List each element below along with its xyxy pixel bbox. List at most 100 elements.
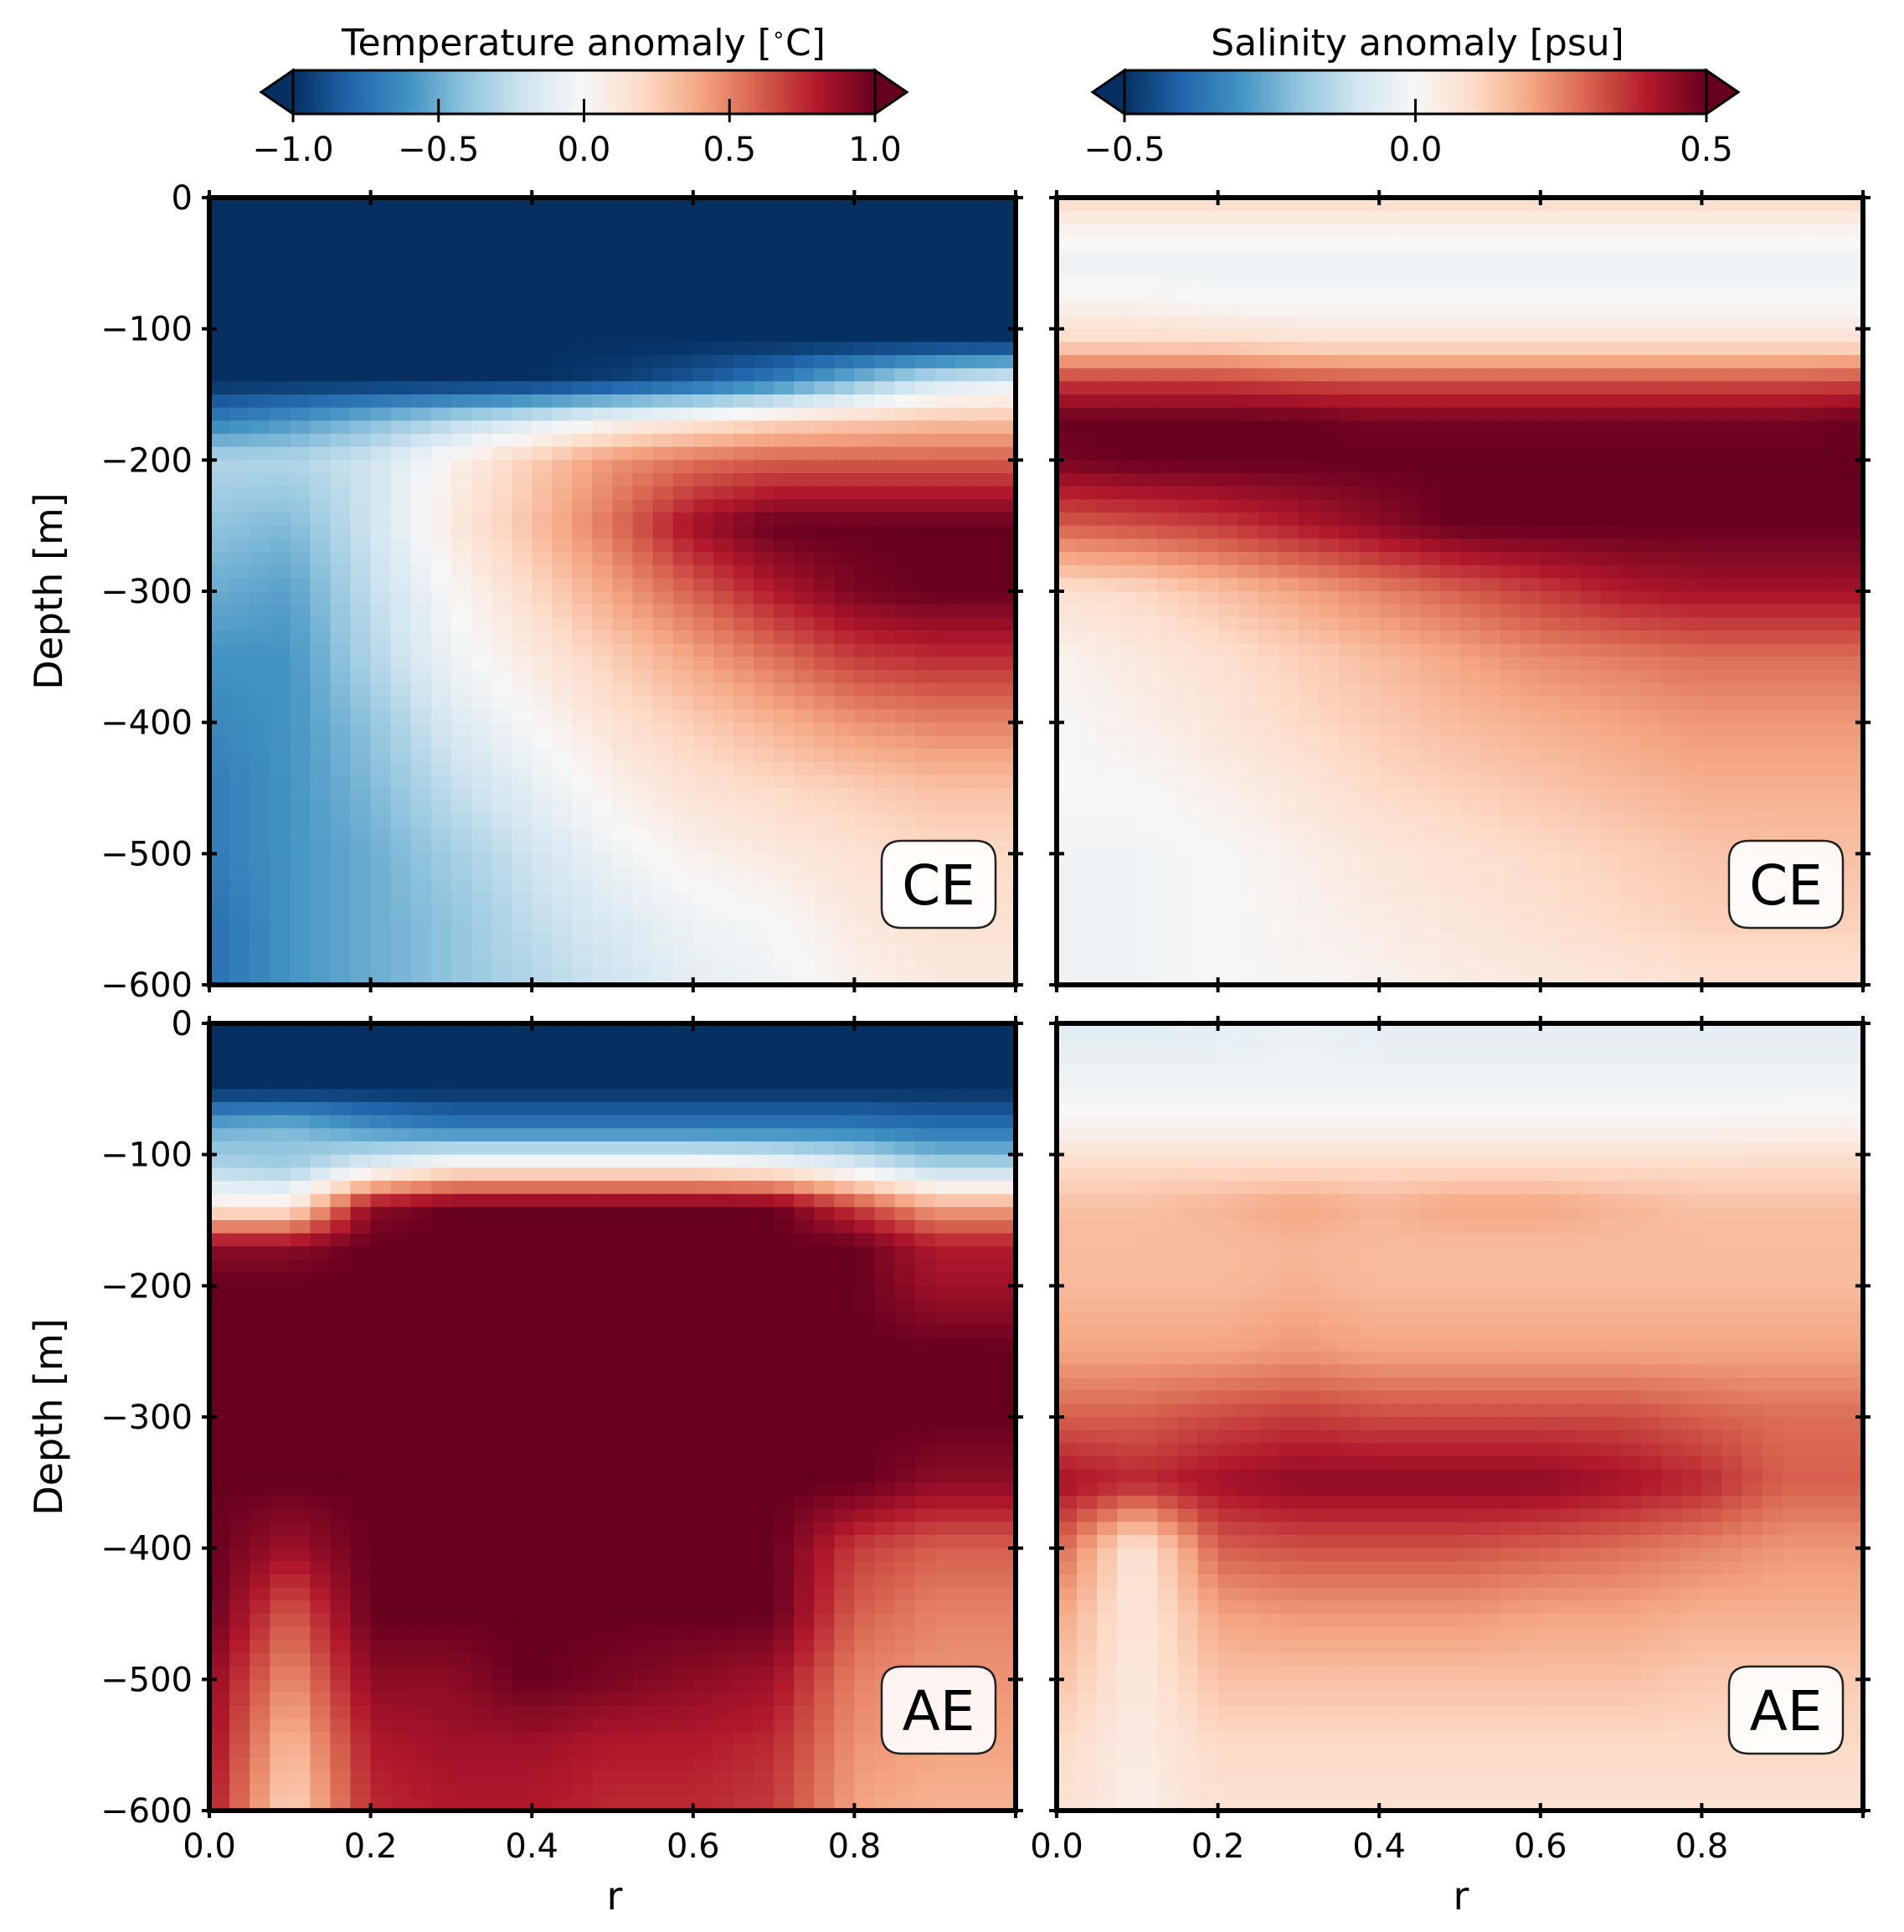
heatmap-cell (1601, 867, 1622, 881)
heatmap-cell (310, 958, 332, 973)
heatmap-cell (1500, 578, 1521, 592)
heatmap-cell (1057, 407, 1078, 422)
heatmap-cell (1318, 631, 1340, 645)
heatmap-cell (1762, 407, 1783, 422)
heatmap-cell (1339, 722, 1360, 737)
heatmap-cell (692, 368, 714, 383)
heatmap-cell (1419, 749, 1441, 763)
heatmap-cell (1359, 696, 1381, 710)
heatmap-cell (733, 827, 754, 842)
heatmap-cell (450, 1023, 472, 1038)
heatmap-cell (1258, 827, 1279, 842)
heatmap-cell (1842, 722, 1864, 737)
heatmap-cell (1560, 945, 1582, 960)
heatmap-cell (350, 617, 372, 631)
heatmap-cell (934, 749, 956, 763)
heatmap-cell (794, 276, 816, 291)
heatmap-cell (1278, 617, 1299, 631)
heatmap-cell (672, 446, 694, 461)
heatmap-cell (592, 617, 614, 631)
heatmap-cell (1339, 853, 1360, 868)
heatmap-cell (1540, 945, 1562, 960)
heatmap-cell (552, 958, 574, 973)
heatmap-cell (612, 683, 634, 698)
heatmap-cell (1238, 761, 1259, 776)
heatmap-cell (1580, 683, 1602, 698)
heatmap-cell (1359, 381, 1381, 395)
heatmap-cell (814, 420, 836, 435)
heatmap-cell (1641, 643, 1663, 658)
heatmap-cell (330, 538, 352, 553)
heatmap-cell (1157, 761, 1179, 776)
heatmap-cell (672, 631, 694, 645)
heatmap-cell (1137, 407, 1159, 422)
heatmap-cell (1580, 814, 1602, 828)
heatmap-cell (290, 564, 311, 580)
heatmap-cell (1661, 761, 1683, 776)
heatmap-cell (652, 198, 674, 212)
heatmap-cell (874, 420, 896, 435)
heatmap-cell (1097, 250, 1119, 265)
heatmap-cell (1782, 394, 1804, 409)
heatmap-cell (1641, 525, 1663, 540)
heatmap-cell (1097, 591, 1119, 605)
heatmap-cell (1117, 591, 1139, 605)
heatmap-cell (834, 775, 856, 789)
heatmap-cell (1298, 302, 1320, 317)
heatmap-cell (512, 446, 533, 461)
heatmap-cell (652, 749, 674, 763)
heatmap-cell (854, 513, 876, 527)
heatmap-cell (814, 761, 836, 776)
heatmap-cell (430, 879, 452, 894)
heatmap-cell (1540, 709, 1562, 724)
heatmap-cell (774, 446, 795, 461)
heatmap-cell (1661, 591, 1683, 605)
heatmap-cell (1822, 460, 1844, 474)
heatmap-cell (1339, 434, 1360, 448)
heatmap-cell (1459, 316, 1481, 330)
heatmap-cell (733, 237, 754, 251)
heatmap-cell (229, 224, 250, 238)
heatmap-cell (632, 604, 654, 619)
heatmap-cell (1580, 775, 1602, 789)
heatmap-cell (1842, 564, 1864, 580)
heatmap-cell (1701, 958, 1723, 973)
heatmap-cell (914, 827, 936, 842)
heatmap-cell (1077, 657, 1098, 671)
heatmap-cell (471, 578, 492, 592)
heatmap-cell (1097, 342, 1119, 356)
heatmap-cell (692, 631, 714, 645)
heatmap-cell (1742, 932, 1763, 946)
heatmap-cell (1278, 499, 1299, 513)
heatmap-cell (1359, 631, 1381, 645)
heatmap-cell (209, 945, 230, 960)
heatmap-cell (754, 355, 774, 369)
heatmap-cell (270, 591, 291, 605)
heatmap-cell (1601, 394, 1622, 409)
heatmap-cell (1701, 224, 1723, 238)
heatmap-cell (1560, 617, 1582, 631)
heatmap-cell (1197, 643, 1219, 658)
heatmap-cell (1197, 814, 1219, 828)
heatmap-cell (894, 210, 916, 225)
heatmap-cell (552, 525, 574, 540)
heatmap-cell (794, 722, 816, 737)
heatmap-cell (1681, 407, 1703, 422)
heatmap-cell (894, 224, 916, 238)
heatmap-cell (692, 578, 714, 592)
heatmap-cell (592, 591, 614, 605)
heatmap-cell (270, 460, 291, 474)
heatmap-cell (532, 591, 553, 605)
heatmap-cell (1238, 513, 1259, 527)
heatmap-cell (410, 788, 432, 802)
heatmap-cell (672, 381, 694, 395)
heatmap-cell (1500, 434, 1521, 448)
heatmap-cell (774, 302, 795, 317)
heatmap-cell (1822, 761, 1844, 776)
heatmap-cell (1842, 683, 1864, 698)
heatmap-cell (471, 788, 492, 802)
heatmap-cell (1601, 617, 1622, 631)
heatmap-cell (1339, 368, 1360, 383)
heatmap-cell (733, 853, 754, 868)
heatmap-cell (1339, 525, 1360, 540)
